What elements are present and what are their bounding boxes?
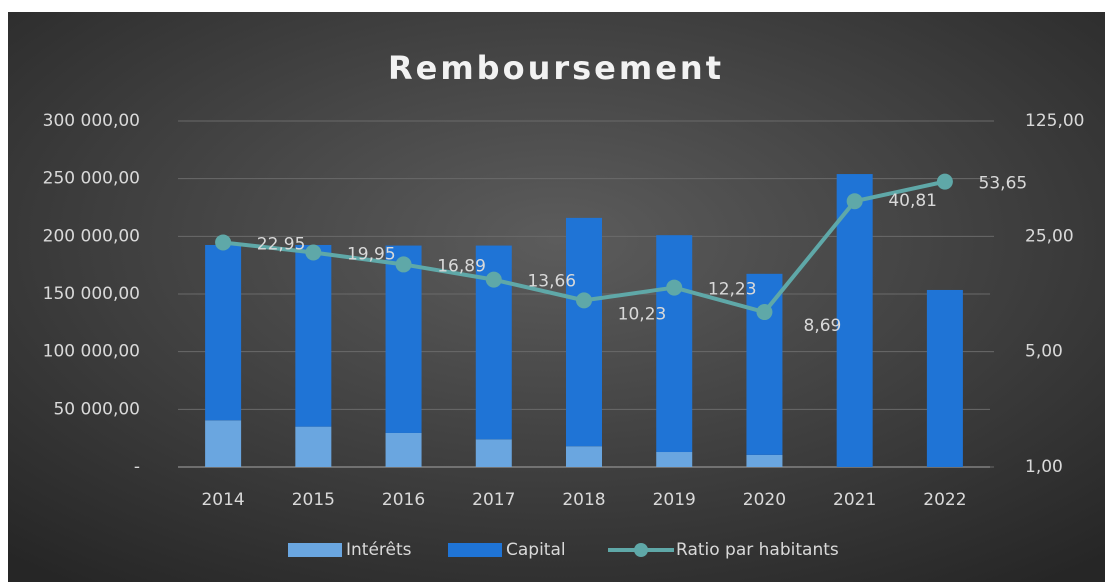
line-point: [576, 292, 592, 309]
line-point: [395, 256, 412, 273]
data-label: 16,89: [437, 256, 486, 276]
bar: [205, 244, 242, 421]
line-point: [215, 234, 232, 251]
line-point: [846, 193, 863, 210]
bar: [566, 446, 602, 467]
bar: [385, 432, 422, 467]
y2-tick-label: 25,00: [1025, 226, 1074, 246]
y-tick-label: 150 000,00: [43, 284, 140, 304]
chart-title: Remboursement: [388, 49, 724, 87]
data-label: 8,69: [804, 316, 842, 336]
bar: [385, 245, 422, 433]
bar: [746, 273, 783, 455]
y-tick-label: 250 000,00: [43, 169, 140, 189]
x-tick-label: 2015: [292, 490, 335, 510]
x-tick-label: 2018: [562, 490, 605, 510]
x-tick-label: 2014: [201, 490, 244, 510]
chart-background: [8, 12, 1105, 582]
y-tick-label: 100 000,00: [43, 342, 140, 362]
bar: [656, 452, 693, 467]
legend-swatch: [448, 543, 502, 557]
y-tick-label: 200 000,00: [43, 226, 140, 246]
x-tick-label: 2019: [653, 490, 696, 510]
bar: [746, 454, 783, 467]
data-label: 40,81: [888, 191, 937, 211]
x-tick-label: 2021: [833, 490, 876, 510]
legend-label: Ratio par habitants: [676, 540, 839, 560]
line-point: [305, 244, 322, 261]
bar: [836, 174, 873, 467]
legend-label: Intérêts: [346, 540, 412, 560]
line-point: [756, 304, 773, 321]
legend-label: Capital: [506, 540, 566, 560]
bar: [475, 439, 512, 467]
y2-tick-label: 1,00: [1025, 457, 1063, 477]
data-label: 12,23: [708, 280, 757, 300]
line-point: [666, 279, 683, 296]
y2-tick-label: 5,00: [1025, 342, 1063, 362]
bar: [926, 289, 963, 467]
data-label: 19,95: [347, 245, 396, 265]
data-label: 13,66: [527, 272, 576, 292]
legend-swatch: [634, 543, 648, 557]
line-point: [936, 173, 953, 190]
y2-tick-label: 125,00: [1025, 111, 1084, 131]
bar: [295, 426, 332, 467]
x-tick-label: 2017: [472, 490, 515, 510]
data-label: 53,65: [979, 174, 1028, 194]
data-label: 22,95: [257, 234, 306, 254]
x-tick-label: 2016: [382, 490, 425, 510]
y-tick-label: -: [134, 457, 140, 477]
y-tick-label: 300 000,00: [43, 111, 140, 131]
bar: [656, 235, 693, 453]
bar: [205, 420, 242, 467]
data-label: 10,23: [618, 304, 667, 324]
bar: [295, 244, 332, 427]
x-tick-label: 2020: [743, 490, 786, 510]
line-point: [485, 271, 502, 288]
legend-swatch: [288, 543, 342, 557]
x-tick-label: 2022: [923, 490, 966, 510]
y-tick-label: 50 000,00: [53, 399, 140, 419]
bar: [566, 217, 602, 447]
